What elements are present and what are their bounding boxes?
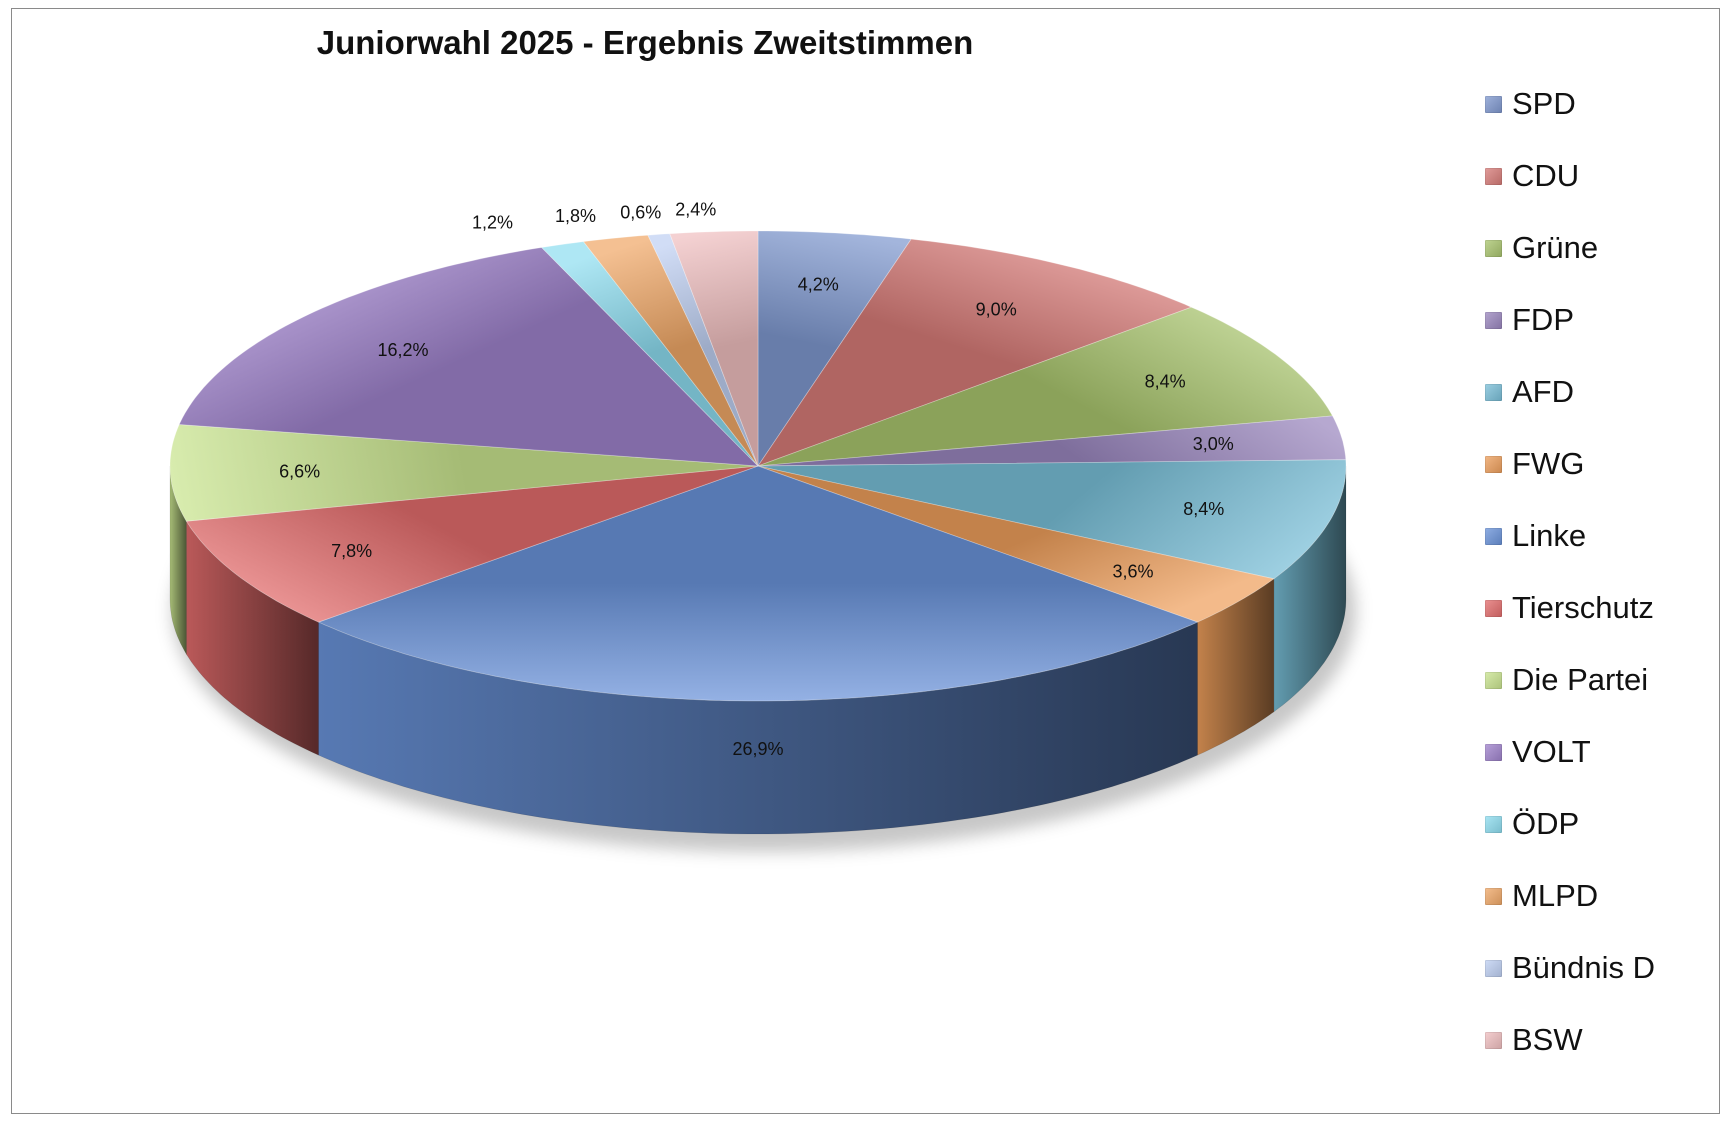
legend-item-mlpd: MLPD (1485, 876, 1598, 916)
legend-swatch (1485, 959, 1502, 977)
pie-slice-fdp (757, 415, 1347, 467)
data-label-bsw: 2,4% (675, 200, 716, 220)
legend-item-spd: SPD (1485, 84, 1576, 124)
data-label-afd: 8,4% (1183, 499, 1224, 519)
data-label-oedp: 1,2% (472, 212, 513, 232)
legend-label: FWG (1512, 446, 1585, 481)
pie-slice-gruene (757, 306, 1334, 467)
pie-slice-bsw (669, 230, 759, 467)
pie-slice-mlpd (582, 234, 759, 467)
legend-label: Tierschutz (1512, 590, 1654, 625)
legend-swatch (1485, 815, 1502, 833)
pie-slice-die-partei (169, 424, 759, 522)
legend-item-buendnis-d: Bündnis D (1485, 948, 1655, 988)
legend-item-fwg: FWG (1485, 444, 1584, 484)
legend-swatch (1485, 239, 1502, 257)
legend-swatch (1485, 527, 1502, 545)
data-label-gruene: 8,4% (1145, 372, 1186, 392)
legend-item-fdp: FDP (1485, 300, 1574, 340)
pie-slice-fwg (757, 465, 1275, 623)
legend-item-die-partei: Die Partei (1485, 660, 1648, 700)
pie-slice-tierschutz (185, 465, 759, 623)
legend-swatch (1485, 743, 1502, 761)
legend-item-afd: AFD (1485, 372, 1574, 412)
legend-label: Bündnis D (1512, 950, 1656, 985)
data-label-cdu: 9,0% (976, 299, 1017, 319)
legend-label: Linke (1512, 518, 1587, 553)
legend-label: MLPD (1512, 878, 1599, 913)
legend-label: ÖDP (1512, 806, 1580, 841)
legend-swatch (1485, 95, 1502, 113)
legend-swatch (1485, 1031, 1502, 1049)
legend-item-oedp: ÖDP (1485, 804, 1579, 844)
legend-item-tierschutz: Tierschutz (1485, 588, 1654, 628)
pie-slice-cdu (756, 238, 1193, 467)
data-label-tierschutz: 7,8% (331, 541, 372, 561)
pie-slice-afd (757, 459, 1347, 580)
legend-swatch (1485, 455, 1502, 473)
legend-swatch (1485, 671, 1502, 689)
legend-label: CDU (1512, 158, 1580, 193)
pie-slice-volt (178, 247, 760, 467)
data-label-linke: 26,9% (732, 739, 783, 759)
legend-item-volt: VOLT (1485, 732, 1591, 772)
data-label-spd: 4,2% (798, 274, 839, 294)
pie-slice-oedp (540, 241, 759, 467)
pie-side-die-partei (169, 465, 187, 656)
legend-item-gruene: Grüne (1485, 228, 1598, 268)
data-label-die-partei: 6,6% (279, 462, 320, 482)
data-label-fwg: 3,6% (1112, 562, 1153, 582)
legend-label: BSW (1512, 1022, 1583, 1057)
legend-label: Grüne (1512, 230, 1599, 265)
data-label-fdp: 3,0% (1193, 434, 1234, 454)
pie-slice-spd (757, 230, 912, 468)
legend-item-linke: Linke (1485, 516, 1586, 556)
legend-item-cdu: CDU (1485, 156, 1579, 196)
legend-swatch (1485, 311, 1502, 329)
legend-swatch (1485, 383, 1502, 401)
data-label-mlpd: 1,8% (555, 206, 596, 226)
data-label-buendnis-d: 0,6% (620, 202, 661, 222)
data-label-volt: 16,2% (377, 340, 428, 360)
legend-label: FDP (1512, 302, 1574, 337)
legend-swatch (1485, 599, 1502, 617)
legend-label: SPD (1512, 86, 1576, 121)
legend-label: Die Partei (1512, 662, 1649, 697)
legend-item-bsw: BSW (1485, 1020, 1583, 1060)
legend-swatch (1485, 167, 1502, 185)
chart-title: Juniorwahl 2025 - Ergebnis Zweitstimmen (316, 24, 974, 61)
pie-slice-linke (317, 465, 1199, 702)
legend-swatch (1485, 887, 1502, 905)
legend-label: VOLT (1512, 734, 1591, 769)
legend-label: AFD (1512, 374, 1574, 409)
